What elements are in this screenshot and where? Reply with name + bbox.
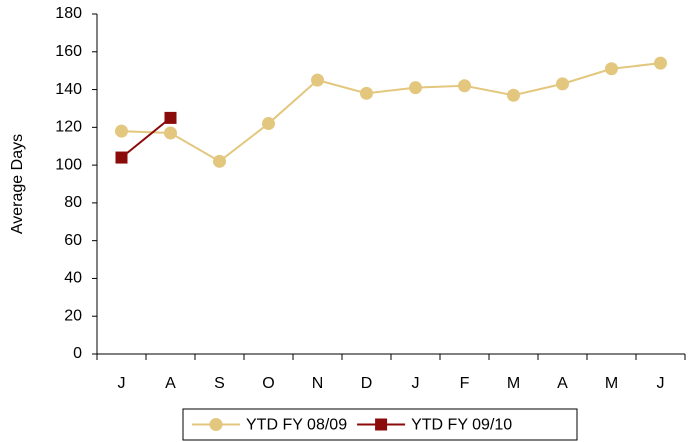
y-tick-label: 160 [55, 43, 82, 60]
series-line [120, 117, 172, 159]
data-point [262, 117, 275, 131]
x-tick-label: M [605, 375, 618, 392]
y-tick-label: 140 [55, 81, 82, 98]
data-point [164, 111, 177, 124]
data-point [213, 154, 226, 168]
data-point [507, 88, 520, 102]
x-tick-label: A [557, 375, 568, 392]
y-tick-label: 40 [64, 270, 82, 287]
x-tick-label: M [507, 375, 520, 392]
y-tick-label: 60 [64, 232, 82, 249]
y-tick-label: 0 [73, 345, 82, 362]
x-tick-label: J [657, 375, 665, 392]
x-tick-label: N [312, 375, 324, 392]
data-point [605, 62, 618, 76]
y-tick-label: 80 [64, 194, 82, 211]
data-point [556, 77, 569, 91]
y-tick-label: 120 [55, 119, 82, 136]
series-line [121, 62, 661, 163]
data-point [654, 56, 667, 70]
data-point [458, 79, 471, 93]
x-tick-label: J [412, 375, 420, 392]
data-point [311, 73, 324, 87]
x-tick-label: O [262, 375, 274, 392]
y-tick-label: 180 [55, 5, 82, 22]
data-point [115, 151, 128, 164]
y-tick-label: 100 [55, 156, 82, 173]
legend-marker [375, 418, 388, 431]
x-tick-label: J [118, 375, 126, 392]
x-tick-label: S [214, 375, 225, 392]
x-tick-label: D [361, 375, 373, 392]
data-point [409, 81, 422, 95]
x-tick-label: F [460, 375, 470, 392]
y-axis-label: Average Days [9, 134, 26, 234]
legend-label: YTD FY 08/09 [246, 417, 347, 434]
data-point [115, 124, 128, 138]
data-point [164, 126, 177, 140]
legend-marker [209, 418, 223, 431]
legend-label: YTD FY 09/10 [411, 417, 512, 434]
legend: YTD FY 08/09 YTD FY 09/10 [182, 408, 578, 441]
data-point [360, 86, 373, 100]
x-tick-label: A [165, 375, 176, 392]
y-tick-label: 20 [64, 307, 82, 324]
